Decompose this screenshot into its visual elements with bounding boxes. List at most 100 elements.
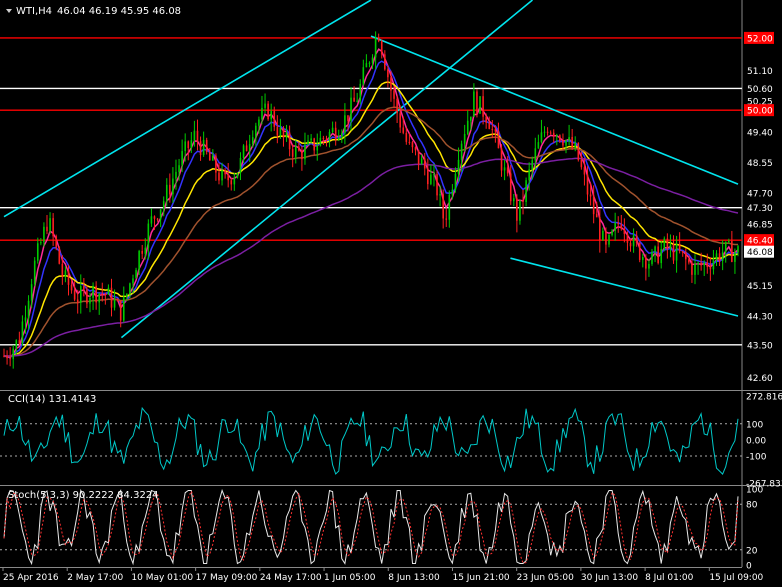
- symbol-label: WTI,H4: [16, 6, 52, 17]
- candle-body: [304, 144, 306, 160]
- candle-body: [212, 155, 214, 161]
- candle-body: [420, 158, 423, 165]
- candle-body: [36, 243, 39, 261]
- candle-body: [294, 146, 297, 157]
- candle-body: [150, 216, 153, 224]
- candle-body: [491, 128, 494, 130]
- stochastic-panel[interactable]: 100 80 20 0 Stoch(5,3,3) 90.2222 84.3224: [0, 486, 763, 572]
- candle-body: [110, 287, 113, 308]
- candle-body: [534, 148, 537, 161]
- candle-body: [129, 283, 131, 294]
- candle-body: [224, 170, 226, 175]
- moving-average-4: [4, 157, 739, 357]
- candle-body: [307, 140, 309, 145]
- candle-body: [589, 194, 592, 197]
- candle-body: [377, 38, 380, 42]
- candle-body: [169, 184, 171, 195]
- candle-body: [288, 132, 291, 150]
- candle-body: [331, 127, 334, 133]
- candle-body: [215, 155, 217, 173]
- candle-body: [196, 130, 199, 142]
- cci-panel[interactable]: 272.8169 100 0.00 -100 -267.8311 CCI(14) 131…: [0, 391, 782, 490]
- candle-body: [92, 285, 94, 298]
- candle-body: [473, 91, 475, 117]
- candle-body: [684, 252, 687, 260]
- candle-body: [608, 234, 610, 245]
- candle-body: [497, 131, 500, 149]
- candle-body: [540, 132, 543, 143]
- candle-body: [592, 196, 595, 215]
- candlesticks: [3, 31, 739, 369]
- candle-body: [147, 223, 150, 248]
- candle-body: [522, 200, 524, 202]
- candle-body: [620, 224, 623, 229]
- candle-body: [414, 147, 417, 151]
- candle-body: [506, 167, 509, 174]
- candle-body: [334, 127, 337, 140]
- price-tick-label: 47.30: [747, 204, 773, 214]
- stoch-tick-label: 0: [746, 562, 752, 572]
- candle-body: [470, 116, 472, 121]
- candle-body: [666, 238, 669, 249]
- candle-body: [344, 115, 346, 134]
- price-tick-label: 51.10: [747, 67, 773, 77]
- candle-body: [614, 222, 616, 231]
- candle-body: [199, 141, 202, 155]
- candle-body: [356, 100, 358, 102]
- candle-body: [337, 137, 340, 140]
- candle-body: [737, 246, 739, 253]
- candle-body: [58, 247, 61, 264]
- dropdown-triangle-icon[interactable]: [6, 9, 12, 13]
- candle-body: [423, 158, 426, 169]
- candle-body: [402, 127, 405, 133]
- candle-body: [205, 139, 208, 152]
- candle-body: [233, 177, 236, 185]
- stoch-tick-label: 80: [746, 501, 758, 511]
- candle-body: [43, 226, 45, 243]
- candle-body: [135, 269, 137, 279]
- candle-body: [724, 241, 727, 253]
- moving-averages: [3, 48, 739, 359]
- candle-body: [322, 137, 325, 139]
- candle-body: [193, 130, 196, 141]
- time-tick-label: 23 Jun 05:00: [517, 573, 574, 583]
- candle-body: [688, 259, 690, 263]
- candle-body: [488, 122, 491, 129]
- candle-body: [67, 270, 70, 285]
- candle-body: [258, 119, 260, 126]
- candle-body: [95, 285, 97, 303]
- candle-body: [248, 144, 251, 152]
- candle-body: [221, 170, 223, 181]
- candle-body: [362, 67, 365, 84]
- candle-body: [586, 174, 589, 195]
- candle-body: [629, 242, 632, 247]
- candle-body: [635, 235, 638, 244]
- price-tick-label: 50.60: [747, 85, 773, 95]
- candle-body: [700, 262, 702, 266]
- candle-body: [27, 300, 30, 318]
- candle-body: [156, 218, 159, 220]
- chart-header: WTI,H4 46.04 46.19 45.95 46.08: [6, 6, 181, 17]
- candle-body: [583, 167, 586, 175]
- candle-body: [595, 214, 598, 218]
- candle-body: [399, 113, 401, 128]
- candle-body: [165, 184, 168, 202]
- price-tick-label: 48.55: [747, 159, 773, 169]
- cci-tick-label: -100: [746, 452, 767, 462]
- stoch-tick-label: 20: [746, 546, 758, 556]
- candle-body: [476, 91, 478, 114]
- current-price-tag: [744, 245, 774, 258]
- trendline-0: [3, 0, 372, 218]
- candle-body: [721, 252, 724, 261]
- candle-body: [494, 129, 497, 132]
- candle-body: [503, 167, 506, 171]
- price-tick-label: 46.08: [747, 248, 773, 258]
- candle-body: [543, 131, 546, 133]
- level-tag-46.40: [744, 234, 774, 247]
- candle-body: [230, 180, 233, 185]
- candle-body: [703, 262, 706, 266]
- candle-body: [466, 120, 469, 135]
